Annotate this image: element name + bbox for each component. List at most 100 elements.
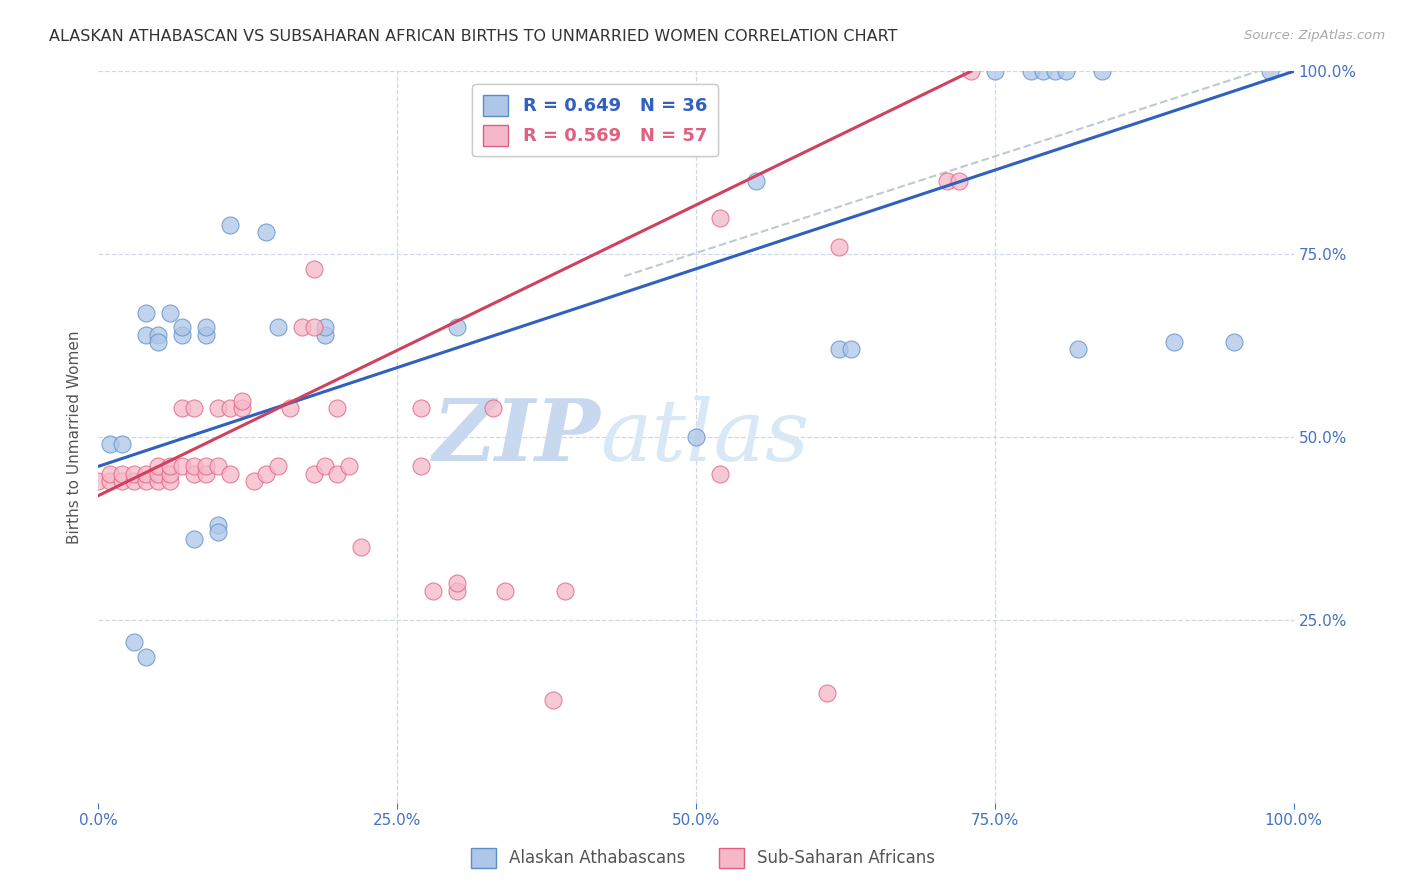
Point (219, 218, 242, 232)
Point (87, 474, 110, 488)
Point (207, 517, 229, 532)
Point (195, 467, 218, 481)
Point (159, 306, 181, 320)
Legend: R = 0.649   N = 36, R = 0.569   N = 57: R = 0.649 N = 36, R = 0.569 N = 57 (472, 84, 717, 156)
Point (135, 474, 157, 488)
Point (1019, 64, 1042, 78)
Point (183, 533, 205, 547)
Point (267, 459, 290, 474)
Point (315, 320, 337, 334)
Point (124, 467, 146, 481)
Point (494, 583, 516, 598)
Point (291, 320, 314, 334)
Point (815, 686, 838, 700)
Point (207, 525, 229, 540)
Point (326, 467, 349, 481)
Point (183, 459, 205, 474)
Point (98, 467, 122, 481)
Point (554, 583, 576, 598)
Text: ZIP: ZIP (433, 395, 600, 479)
Point (111, 474, 134, 488)
Point (302, 467, 325, 481)
Point (254, 467, 277, 481)
Point (326, 401, 349, 415)
Point (98, 474, 122, 488)
Point (172, 459, 194, 474)
Point (195, 327, 218, 342)
Point (183, 467, 205, 481)
Point (98, 437, 122, 451)
Point (172, 327, 194, 342)
Point (302, 320, 325, 334)
Point (148, 327, 170, 342)
Text: Source: ZipAtlas.com: Source: ZipAtlas.com (1244, 29, 1385, 42)
Point (124, 635, 146, 649)
Point (1067, 343, 1090, 357)
Point (709, 211, 731, 225)
Point (148, 334, 170, 349)
Point (1032, 64, 1054, 78)
Point (159, 467, 181, 481)
Point (207, 459, 229, 474)
Point (315, 459, 337, 474)
Point (315, 327, 337, 342)
Point (446, 583, 468, 598)
Point (111, 437, 134, 451)
Point (1258, 64, 1281, 78)
Point (446, 320, 468, 334)
Point (172, 320, 194, 334)
Text: atlas: atlas (600, 396, 810, 478)
Point (411, 401, 433, 415)
Point (135, 306, 157, 320)
Point (948, 174, 970, 188)
Point (135, 649, 157, 664)
Point (339, 459, 361, 474)
Point (422, 583, 444, 598)
Point (1056, 64, 1078, 78)
Point (159, 459, 181, 474)
Point (936, 174, 959, 188)
Point (124, 474, 146, 488)
Point (195, 320, 218, 334)
Point (111, 467, 134, 481)
Point (541, 693, 564, 707)
Point (231, 401, 253, 415)
Point (984, 64, 1007, 78)
Point (685, 430, 707, 444)
Point (302, 261, 325, 276)
Point (411, 459, 433, 474)
Point (219, 467, 242, 481)
Point (195, 459, 218, 474)
Point (828, 240, 851, 254)
Point (745, 174, 768, 188)
Legend: Alaskan Athabascans, Sub-Saharan Africans: Alaskan Athabascans, Sub-Saharan African… (464, 841, 942, 875)
Point (1043, 64, 1066, 78)
Point (243, 474, 266, 488)
Point (350, 540, 373, 554)
Point (709, 467, 731, 481)
Y-axis label: Births to Unmarried Women: Births to Unmarried Women (66, 330, 82, 544)
Point (148, 474, 170, 488)
Point (219, 401, 242, 415)
Point (135, 327, 157, 342)
Point (1223, 334, 1246, 349)
Point (841, 343, 863, 357)
Point (267, 320, 290, 334)
Point (481, 401, 505, 415)
Point (172, 401, 194, 415)
Point (183, 401, 205, 415)
Point (148, 459, 170, 474)
Point (1163, 334, 1185, 349)
Point (135, 467, 157, 481)
Point (254, 225, 277, 239)
Point (231, 393, 253, 408)
Text: ALASKAN ATHABASCAN VS SUBSAHARAN AFRICAN BIRTHS TO UNMARRIED WOMEN CORRELATION C: ALASKAN ATHABASCAN VS SUBSAHARAN AFRICAN… (49, 29, 897, 44)
Point (828, 343, 851, 357)
Point (1091, 64, 1114, 78)
Point (960, 64, 983, 78)
Point (446, 576, 468, 591)
Point (148, 467, 170, 481)
Point (159, 474, 181, 488)
Point (207, 401, 229, 415)
Point (278, 401, 301, 415)
